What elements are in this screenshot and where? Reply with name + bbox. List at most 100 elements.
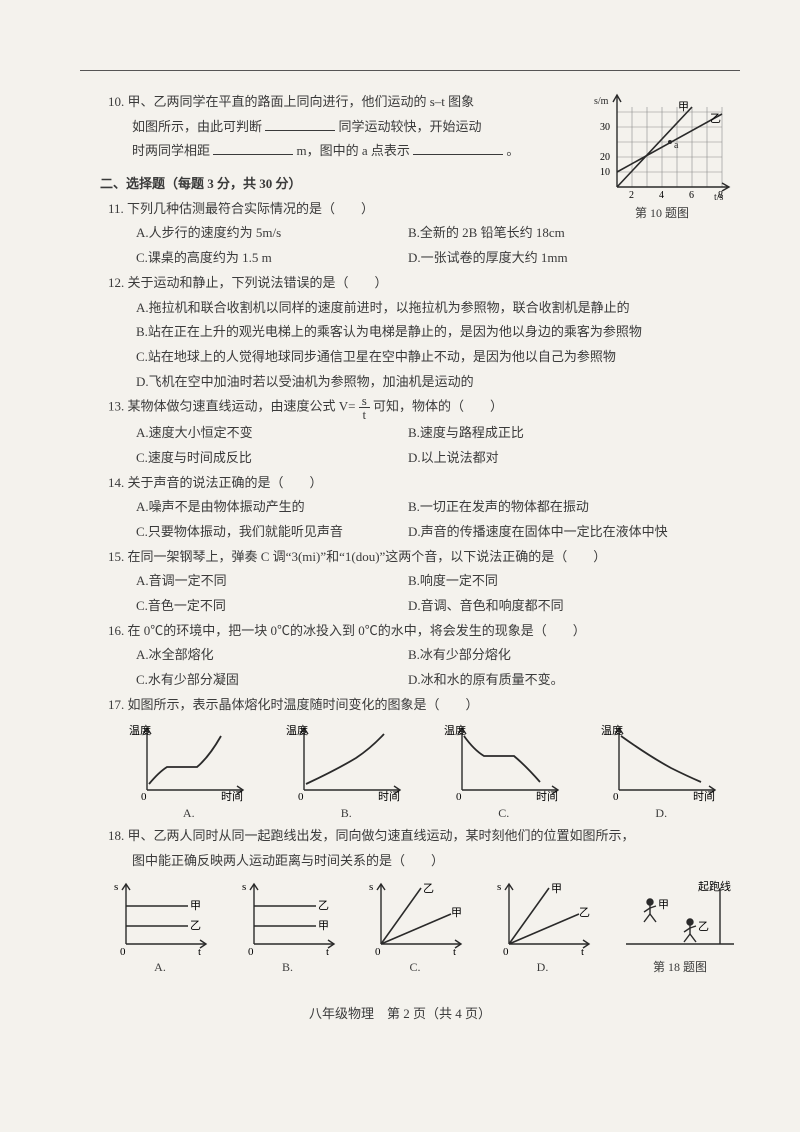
q17-stem: 如图所示，表示晶体熔化时温度随时间变化的图象是（ ）: [128, 697, 479, 712]
svg-text:0: 0: [375, 946, 381, 956]
q14-num: 14.: [108, 475, 124, 490]
q18fig-startline: 起跑线: [698, 879, 731, 893]
q17A-xl: 时间: [221, 790, 243, 802]
q18D-yi: 乙: [579, 906, 590, 919]
q10-blank3: [413, 141, 503, 155]
page-footer: 八年级物理 第 2 页（共 4 页）: [0, 1003, 800, 1022]
q18-graphs: 甲 乙 s t 0 A. 乙 甲: [110, 878, 740, 979]
svg-text:0: 0: [120, 946, 126, 956]
q13-B: B.速度与路程成正比: [408, 421, 680, 446]
q17C-xl: 时间: [536, 790, 558, 802]
q10-l3c: 。: [506, 143, 519, 158]
q15-B: B.响度一定不同: [408, 569, 680, 594]
q16-D: D.冰和水的原有质量不变。: [408, 668, 680, 693]
q17D-xl: 时间: [693, 790, 715, 802]
q15-num: 15.: [108, 549, 124, 564]
q13-stem-a: 某物体做匀速直线运动，由速度公式 V=: [128, 399, 356, 414]
q18-num: 18.: [108, 828, 124, 843]
q14: 14. 关于声音的说法正确的是（ ） A.噪声不是由物体振动产生的 B.一切正在…: [108, 471, 740, 545]
q13-A: A.速度大小恒定不变: [136, 421, 408, 446]
svg-text:0: 0: [248, 946, 254, 956]
q10-blank2: [213, 141, 293, 155]
q18-B-label: B.: [238, 956, 338, 979]
q17-A-label: A.: [129, 802, 249, 825]
q18C-yi: 乙: [423, 882, 434, 895]
q12-stem: 关于运动和静止，下列说法错误的是（ ）: [128, 275, 388, 290]
q18fig-yi: 乙: [698, 920, 709, 933]
q15-A: A.音调一定不同: [136, 569, 408, 594]
q15: 15. 在同一架钢琴上，弹奏 C 调“3(mi)”和“1(dou)”这两个音，以…: [108, 545, 740, 619]
q18A-jia: 甲: [190, 900, 201, 912]
svg-text:0: 0: [456, 791, 462, 802]
q18D-xl: t: [581, 946, 584, 956]
q10-num: 10.: [108, 94, 124, 109]
q11-D: D.一张试卷的厚度大约 1mm: [408, 246, 680, 271]
q17: 17. 如图所示，表示晶体熔化时温度随时间变化的图象是（ ）: [108, 693, 740, 718]
q11-C: C.课桌的高度约为 1.5 m: [136, 246, 408, 271]
q18-stem1: 甲、乙两人同时从同一起跑线出发，同向做匀速直线运动，某时刻他们的位置如图所示，: [128, 828, 635, 843]
q12-num: 12.: [108, 275, 124, 290]
q12-C: C.站在地球上的人觉得地球同步通信卫星在空中静止不动，是因为他以自己为参照物: [136, 345, 740, 370]
q17-graphs: 温度 时间 0 A. 温度 时间 0 B.: [110, 722, 740, 825]
q16-stem: 在 0℃的环境中，把一块 0℃的冰投入到 0℃的水中，将会发生的现象是（ ）: [128, 623, 586, 638]
q14-D: D.声音的传播速度在固体中一定比在液体中快: [408, 520, 680, 545]
q17-C-label: C.: [444, 802, 564, 825]
q18-C-label: C.: [365, 956, 465, 979]
q17-num: 17.: [108, 697, 124, 712]
q13-num: 13.: [108, 399, 124, 414]
q18B-yl: s: [242, 881, 246, 893]
q18C-jia: 甲: [451, 907, 462, 919]
q16-A: A.冰全部熔化: [136, 643, 408, 668]
q18-figcap: 第 18 题图: [620, 956, 740, 979]
q18A-yi: 乙: [190, 919, 201, 932]
q10-l3b: m，图中的 a 点表示: [297, 143, 410, 158]
q13-D: D.以上说法都对: [408, 446, 680, 471]
q12-A: A.拖拉机和联合收割机以同样的速度前进时，以拖拉机为参照物，联合收割机是静止的: [136, 296, 740, 321]
q17A-yl: 温度: [129, 723, 151, 737]
q14-stem: 关于声音的说法正确的是（ ）: [128, 475, 323, 490]
q18B-jia: 甲: [318, 920, 329, 932]
section2-title: 二、选择题（每题 3 分，共 30 分）: [100, 172, 740, 197]
q14-B: B.一切正在发声的物体都在振动: [408, 495, 680, 520]
q15-C: C.音色一定不同: [136, 594, 408, 619]
q13: 13. 某物体做匀速直线运动，由速度公式 V= s t 可知，物体的（ ） A.…: [108, 394, 740, 470]
q12-B: B.站在正在上升的观光电梯上的乘客认为电梯是静止的，是因为他以身边的乘客为参照物: [136, 320, 740, 345]
q15-D: D.音调、音色和响度都不同: [408, 594, 680, 619]
q18: 18. 甲、乙两人同时从同一起跑线出发，同向做匀速直线运动，某时刻他们的位置如图…: [108, 824, 740, 873]
q15-stem: 在同一架钢琴上，弹奏 C 调“3(mi)”和“1(dou)”这两个音，以下说法正…: [128, 549, 607, 564]
q17-D-label: D.: [601, 802, 721, 825]
q10-l2a: 如图所示，由此可判断: [108, 119, 262, 134]
q18-D-label: D.: [493, 956, 593, 979]
q13-frac-bot: t: [359, 408, 370, 421]
q11-B: B.全新的 2B 铅笔长约 18cm: [408, 221, 680, 246]
q14-A: A.噪声不是由物体振动产生的: [136, 495, 408, 520]
svg-text:0: 0: [141, 791, 147, 802]
q12-D: D.飞机在空中加油时若以受油机为参照物，加油机是运动的: [136, 370, 740, 395]
q14-C: C.只要物体振动，我们就能听见声音: [136, 520, 408, 545]
svg-text:0: 0: [613, 791, 619, 802]
q18D-jia: 甲: [551, 883, 562, 895]
q11-num: 11.: [108, 201, 124, 216]
q18-stem2: 图中能正确反映两人运动距离与时间关系的是（ ）: [108, 853, 444, 868]
q17B-xl: 时间: [378, 790, 400, 802]
q18fig-jia: 甲: [658, 899, 669, 911]
q18B-yi: 乙: [318, 899, 329, 912]
q16-B: B.冰有少部分熔化: [408, 643, 680, 668]
q11: 11. 下列几种估测最符合实际情况的是（ ） A.人步行的速度约为 5m/s B…: [108, 197, 740, 271]
q10: 10. 甲、乙两同学在平直的路面上同向进行，他们运动的 s–t 图象 如图所示，…: [108, 90, 740, 164]
q18C-xl: t: [453, 946, 456, 956]
q16-num: 16.: [108, 623, 124, 638]
q13-C: C.速度与时间成反比: [136, 446, 408, 471]
q16: 16. 在 0℃的环境中，把一块 0℃的冰投入到 0℃的水中，将会发生的现象是（…: [108, 619, 740, 693]
q10-blank1: [265, 117, 335, 131]
q13-stem-b: 可知，物体的（ ）: [373, 399, 503, 414]
q16-C: C.水有少部分凝固: [136, 668, 408, 693]
q17C-yl: 温度: [444, 723, 466, 737]
q10-l2b: 同学运动较快，开始运动: [339, 119, 482, 134]
q17B-yl: 温度: [286, 723, 308, 737]
q12: 12. 关于运动和静止，下列说法错误的是（ ） A.拖拉机和联合收割机以同样的速…: [108, 271, 740, 394]
svg-text:0: 0: [503, 946, 509, 956]
q18C-yl: s: [369, 881, 373, 893]
q18A-xl: t: [198, 946, 201, 956]
q11-A: A.人步行的速度约为 5m/s: [136, 221, 408, 246]
